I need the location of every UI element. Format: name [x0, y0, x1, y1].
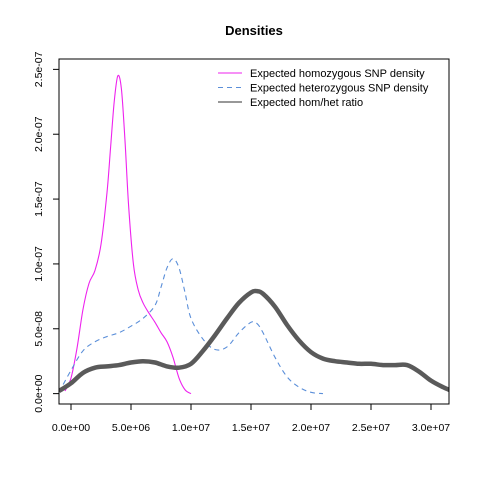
plot-frame: [58, 58, 450, 405]
x-tick-label: 2.0e+07: [292, 422, 330, 434]
legend-label: Expected homozygous SNP density: [250, 68, 425, 80]
y-tick-label: 2.5e-07: [33, 51, 45, 87]
legend: Expected homozygous SNP density Expected …: [218, 68, 429, 109]
x-tick-label: 0.0e+00: [52, 422, 90, 434]
y-axis: 0.0e+00 5.0e-08 1.0e-07 1.5e-07 2.0e-07 2.5e-…: [33, 51, 59, 413]
series-line-2: [59, 258, 324, 395]
series-line-1: [64, 74, 192, 395]
series-line-3: [59, 288, 449, 393]
chart-title: Densities: [225, 23, 283, 38]
legend-label: Expected heterozygous SNP density: [250, 83, 429, 95]
series-layer: [59, 74, 449, 395]
y-tick-label: 1.5e-07: [33, 181, 45, 217]
x-tick-label: 3.0e+07: [412, 422, 450, 434]
x-axis: 0.0e+00 5.0e+06 1.0e+07 1.5e+07 2.0e+07 2.5e+…: [52, 403, 450, 434]
x-tick-label: 5.0e+06: [112, 422, 150, 434]
x-tick-label: 1.5e+07: [232, 422, 270, 434]
y-tick-label: 0.0e+00: [33, 374, 45, 412]
y-tick-label: 5.0e-08: [33, 311, 45, 347]
legend-label: Expected hom/het ratio: [250, 97, 363, 109]
y-tick-label: 1.0e-07: [33, 246, 45, 282]
x-tick-label: 1.0e+07: [172, 422, 210, 434]
y-tick-label: 2.0e-07: [33, 116, 45, 152]
x-tick-label: 2.5e+07: [352, 422, 390, 434]
